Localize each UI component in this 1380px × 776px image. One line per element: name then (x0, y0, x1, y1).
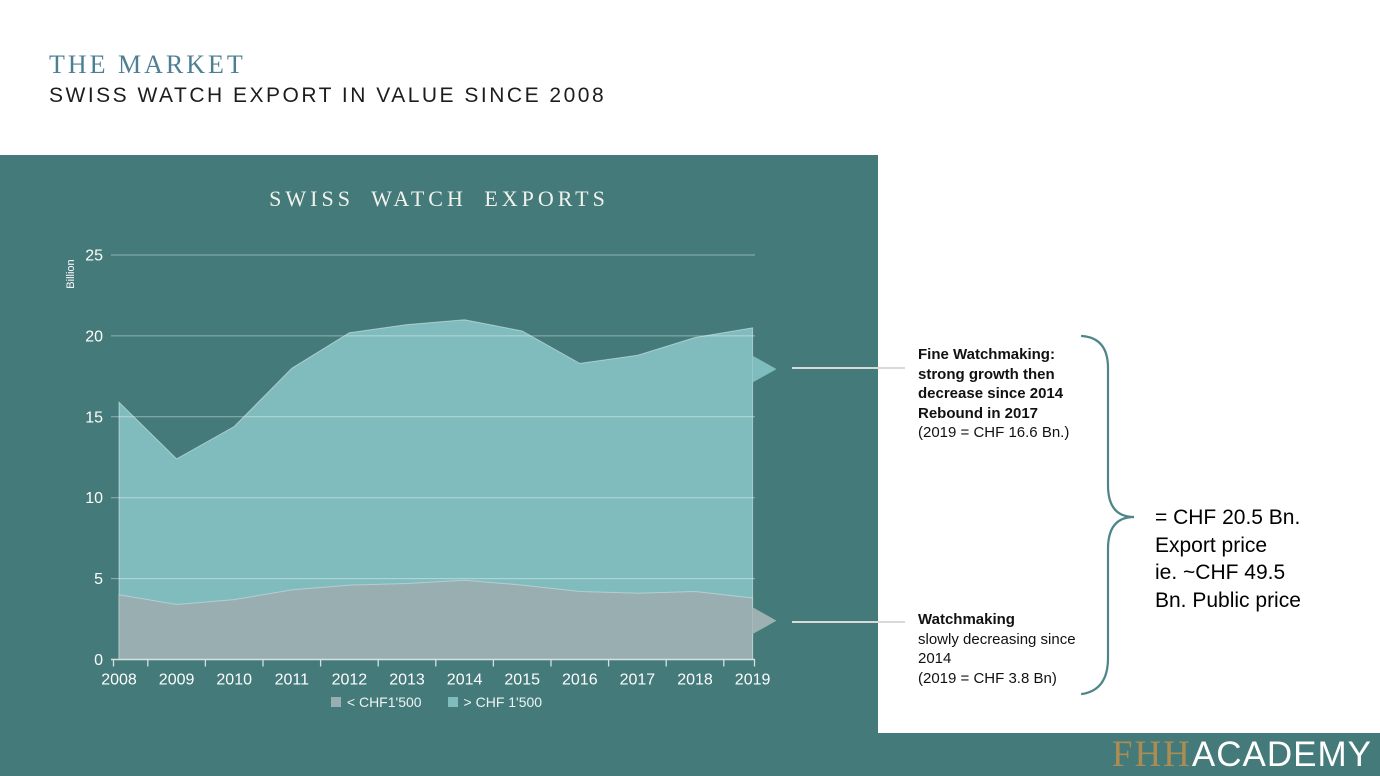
annotation-line: slowly decreasing since (918, 630, 1076, 648)
annotation-line: Rebound in 2017 (918, 404, 1039, 422)
legend-swatch-icon (330, 697, 341, 707)
logo-fhh-mark: FHH (1111, 734, 1192, 775)
legend-item: > CHF 1'500 (447, 694, 543, 710)
logo-academy-text: ACADEMY (1191, 734, 1372, 774)
annotation-line: Fine Watchmaking: (918, 346, 1055, 363)
x-tick-label: 2015 (504, 672, 540, 689)
annotation-line: Export price (1155, 533, 1268, 557)
x-tick-label: 2019 (735, 672, 771, 689)
y-tick-label: 5 (94, 571, 103, 588)
area-over-chf1500 (118, 319, 754, 660)
slide-title: SWISS WATCH EXPORT IN VALUE SINCE 2008 (49, 84, 607, 107)
annotation-line: 2014 (918, 650, 952, 667)
watchmaking-annotation: Watchmaking slowly decreasing since 2014… (918, 610, 1123, 688)
exports-area-chart: 0 5 10 15 20 25 2008 2009 2010 2011 2012 2013 2014 20… (85, 248, 777, 689)
y-tick-label: 20 (85, 328, 103, 345)
annotation-line: decrease since 2014 (918, 385, 1064, 402)
annotation-line: Watchmaking (918, 611, 1015, 628)
y-tick-label: 25 (85, 248, 103, 265)
watchmaking-pointer-icon (752, 607, 777, 635)
x-tick-label: 2014 (447, 672, 483, 689)
fine-watchmaking-pointer-icon (752, 355, 777, 383)
x-tick-label: 2018 (677, 672, 713, 689)
annotation-line: Bn. Public price (1155, 588, 1301, 612)
x-tick-label: 2016 (562, 672, 598, 689)
watchmaking-connector-line (792, 621, 905, 623)
y-tick-label: 0 (94, 652, 103, 669)
area-under-chf1500 (118, 579, 754, 660)
total-annotation: = CHF 20.5 Bn. Export price ie. ~CHF 49.… (1155, 504, 1380, 614)
x-tick-label: 2008 (101, 672, 137, 689)
legend-swatch-icon (447, 697, 458, 707)
annotation-line: = CHF 20.5 Bn. (1155, 506, 1301, 529)
annotation-line: strong growth then (918, 365, 1055, 383)
slide-kicker: THE MARKET (49, 50, 246, 79)
fine-watchmaking-connector-line (792, 367, 905, 369)
annotation-line: (2019 = CHF 3.8 Bn) (918, 669, 1057, 687)
fhh-academy-logo: FHH ACADEMY (1112, 733, 1372, 776)
x-tick-label: 2017 (620, 672, 656, 689)
chart-title: SWISS WATCH EXPORTS (269, 186, 609, 211)
fine-watchmaking-annotation: Fine Watchmaking: strong growth then dec… (918, 345, 1123, 443)
y-tick-label: 15 (85, 409, 103, 426)
y-tick-label: 10 (85, 490, 103, 507)
chart-legend: < CHF1'500 > CHF 1'500 (118, 694, 755, 710)
curly-brace-path (1080, 334, 1135, 696)
x-tick-label: 2009 (159, 672, 195, 689)
x-tick-label: 2010 (216, 672, 252, 689)
legend-label: > CHF 1'500 (463, 694, 543, 710)
x-tick-label: 2013 (389, 672, 425, 689)
annotation-line: ie. ~CHF 49.5 (1155, 561, 1286, 584)
legend-label: < CHF1'500 (346, 694, 422, 710)
footer-bar (878, 733, 1380, 776)
x-tick-label: 2011 (275, 672, 310, 689)
legend-item: < CHF1'500 (330, 694, 422, 710)
annotation-line: (2019 = CHF 16.6 Bn.) (918, 424, 1070, 441)
curly-brace (1080, 334, 1135, 696)
x-tick-label: 2012 (332, 672, 368, 689)
